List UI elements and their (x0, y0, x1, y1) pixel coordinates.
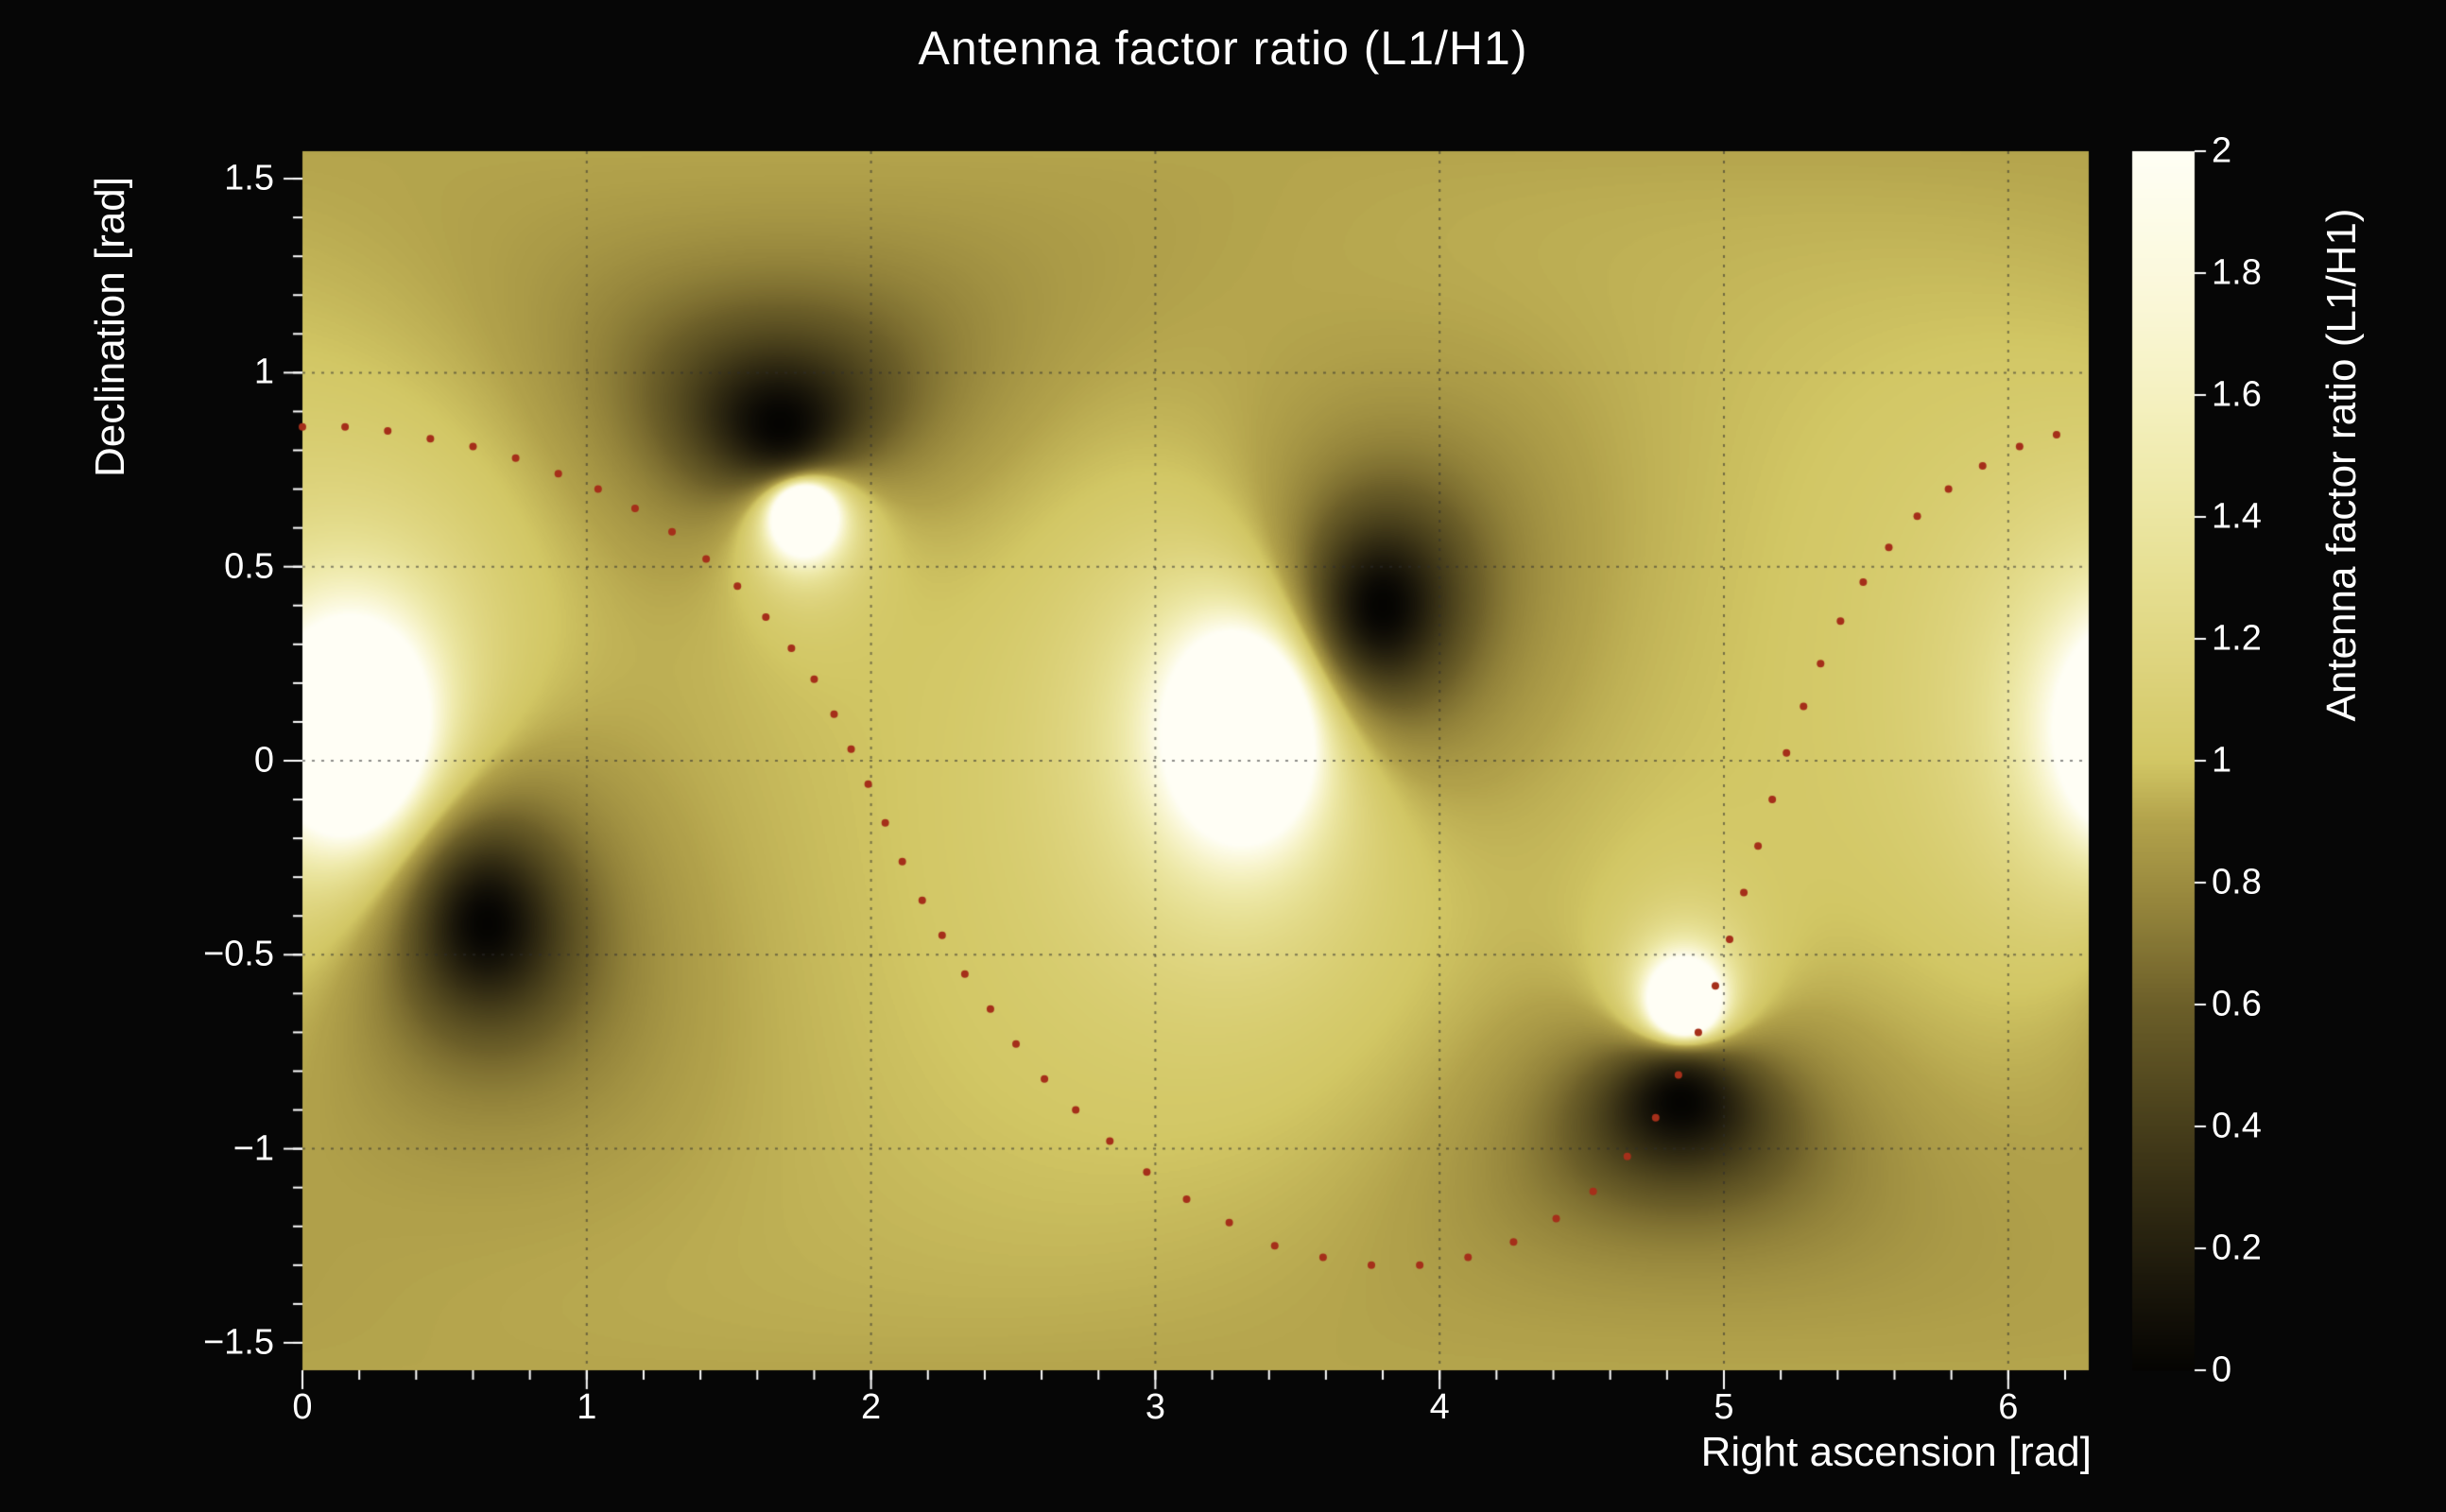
colorbar-tick-label: 1.8 (2212, 252, 2262, 293)
x-tick-label: 2 (861, 1387, 882, 1427)
colorbar-tick-label: 1 (2212, 740, 2232, 781)
x-tick-label: 0 (292, 1387, 313, 1427)
colorbar-tick-label: 1.6 (2212, 374, 2262, 415)
y-tick-label: −0.5 (202, 934, 274, 974)
y-tick-label: 1.5 (224, 158, 274, 198)
x-tick-label: 5 (1714, 1387, 1734, 1427)
colorbar-tick-label: 1.4 (2212, 496, 2262, 537)
colorbar-tick-label: 2 (2212, 130, 2232, 171)
colorbar-tick-label: 0.8 (2212, 862, 2262, 902)
y-tick-label: −1 (233, 1128, 274, 1169)
x-axis-label: Right ascension [rad] (1700, 1429, 2092, 1475)
x-tick-label: 4 (1429, 1387, 1450, 1427)
y-tick-label: 0.5 (224, 546, 274, 587)
colorbar-tick-label: 0.4 (2212, 1106, 2262, 1146)
y-tick-label: 1 (253, 352, 274, 392)
colorbar-tick-label: 0.2 (2212, 1228, 2262, 1268)
x-tick-label: 3 (1145, 1387, 1165, 1427)
colorbar-label: Antenna factor ratio (L1/H1) (2318, 208, 2365, 722)
x-tick-label: 1 (577, 1387, 597, 1427)
x-tick-label: 6 (1998, 1387, 2019, 1427)
y-axis-label: Declination [rad] (87, 177, 133, 477)
colorbar-tick-label: 1.2 (2212, 618, 2262, 659)
y-tick-label: −1.5 (202, 1322, 274, 1363)
colorbar-tick-label: 0.6 (2212, 984, 2262, 1024)
colorbar-tick-label: 0 (2212, 1349, 2232, 1390)
y-tick-label: 0 (253, 740, 274, 781)
chart-title: Antenna factor ratio (L1/H1) (918, 22, 1528, 75)
